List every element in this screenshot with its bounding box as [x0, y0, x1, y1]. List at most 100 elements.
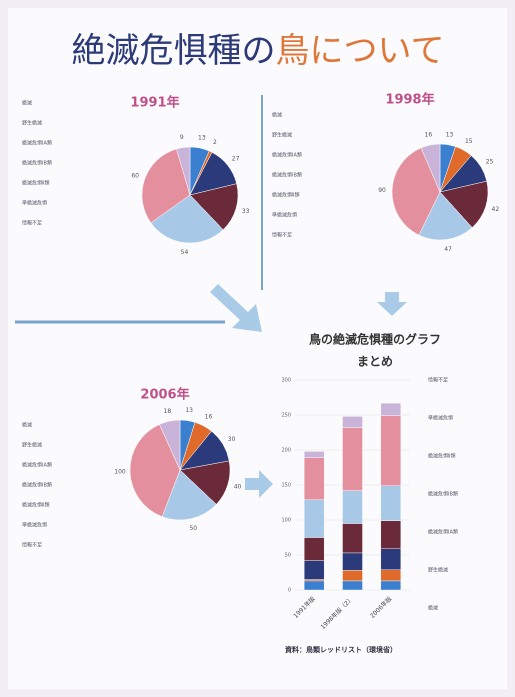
legend-label: 絶滅危惧ⅠA類 [272, 152, 302, 159]
legend-label: 情報不足 [428, 377, 448, 384]
arrow [245, 470, 273, 498]
y-tick-label: 50 [285, 553, 291, 559]
bar-segment [380, 520, 402, 549]
data-label: 30 [228, 436, 236, 443]
legend-label: 絶滅 [22, 100, 32, 107]
bar-segment [303, 537, 325, 561]
legend-label: 情報不足 [22, 220, 42, 227]
bar-segment [342, 427, 363, 491]
bar-segment [380, 580, 402, 591]
data-label: 16 [205, 414, 213, 421]
pie-slice [391, 147, 441, 236]
legend-label: 準絶滅危惧 [22, 200, 47, 207]
legend-label: 絶滅危惧Ⅱ類 [272, 192, 299, 199]
pie-slice [439, 180, 489, 228]
bar-segment [380, 402, 402, 416]
pie-slice [418, 191, 473, 241]
y-tick-label: 0 [288, 588, 291, 594]
legend-label: 野生絶滅 [272, 132, 292, 139]
data-label: 13 [198, 135, 206, 142]
data-label: 25 [486, 158, 494, 165]
bar-segment [303, 560, 325, 580]
legend-label: 絶滅危惧Ⅱ類 [22, 180, 49, 187]
legend-label: 野生絶滅 [22, 442, 42, 449]
data-label: 42 [492, 206, 500, 213]
data-label: 40 [234, 484, 242, 491]
legend-label: 絶滅 [22, 422, 32, 429]
bar-segment [380, 548, 402, 570]
legend-label: 情報不足 [22, 542, 42, 549]
arrow [210, 284, 262, 332]
data-label: 16 [425, 132, 433, 139]
legend-label: 絶滅危惧ⅠB類 [22, 160, 52, 167]
data-label: 33 [242, 208, 250, 215]
data-label: 18 [164, 408, 172, 415]
y-tick-label: 100 [281, 518, 291, 524]
bar-segment [380, 415, 402, 486]
bar-segment [303, 499, 325, 538]
bar-segment [342, 416, 363, 428]
bar-segment [303, 457, 325, 500]
bar-segment [380, 569, 402, 582]
legend-label: 絶滅危惧ⅠB類 [428, 491, 458, 498]
chart-title: 鳥の絶滅危惧種のグラフ [309, 332, 441, 347]
legend-label: 絶滅 [272, 112, 282, 119]
pie-title: 2006年 [140, 387, 189, 403]
pie-title: 1991年 [130, 95, 179, 111]
data-label: 100 [114, 468, 126, 475]
legend-label: 絶滅危惧ⅠB類 [272, 172, 302, 179]
data-label: 60 [131, 173, 139, 180]
source-note: 資料：鳥類レッドリスト（環境省） [285, 645, 397, 654]
legend-label: 絶滅危惧Ⅱ類 [428, 453, 455, 460]
y-tick-label: 250 [281, 413, 291, 419]
data-label: 90 [378, 187, 386, 194]
arrow [377, 292, 407, 316]
pie-slice [176, 146, 191, 196]
pie-slice [189, 183, 239, 231]
data-label: 2 [213, 139, 217, 146]
legend-label: 野生絶滅 [428, 567, 448, 574]
y-tick-label: 200 [281, 448, 291, 454]
legend-label: 絶滅危惧ⅠA類 [22, 140, 52, 147]
data-label: 15 [465, 138, 473, 145]
bar-segment [342, 552, 363, 571]
data-label: 50 [189, 525, 197, 532]
bar-segment [303, 451, 325, 458]
bar-segment [342, 490, 363, 524]
data-label: 27 [232, 156, 240, 163]
pie-slice [420, 143, 441, 193]
y-tick-label: 150 [281, 483, 291, 489]
data-label: 13 [446, 131, 454, 138]
data-label: 13 [185, 407, 193, 414]
poster-title: 絶滅危惧種の鳥について [72, 31, 445, 71]
bar-segment [342, 523, 363, 554]
pie-slice [159, 419, 181, 471]
legend-label: 情報不足 [272, 232, 292, 239]
legend-label: 準絶滅危惧 [272, 212, 297, 219]
bar-segment [303, 580, 325, 591]
legend-label: 準絶滅危惧 [428, 415, 453, 422]
data-label: 54 [181, 249, 189, 256]
legend-label: 野生絶滅 [22, 120, 42, 127]
bar-segment [380, 485, 402, 521]
pie-slice [161, 469, 217, 521]
legend-label: 絶滅危惧ⅠA類 [428, 529, 458, 536]
y-tick-label: 300 [281, 378, 291, 384]
poster-sheet [8, 8, 507, 689]
legend-label: 準絶滅危惧 [22, 522, 47, 529]
chart-title: まとめ [357, 355, 393, 369]
legend-label: 絶滅危惧Ⅱ類 [22, 502, 49, 509]
data-label: 47 [444, 246, 452, 253]
pie-title: 1998年 [385, 92, 434, 108]
data-label: 9 [180, 134, 184, 141]
pie-slice [141, 148, 191, 224]
bar-segment [342, 580, 363, 591]
bar-segment [342, 570, 363, 582]
legend-label: 絶滅 [428, 605, 438, 612]
bar-segment [303, 579, 325, 582]
pie-slice [129, 424, 181, 518]
legend-label: 絶滅危惧ⅠB類 [22, 482, 52, 489]
legend-label: 絶滅危惧ⅠA類 [22, 462, 52, 469]
pie-slice [150, 194, 224, 244]
